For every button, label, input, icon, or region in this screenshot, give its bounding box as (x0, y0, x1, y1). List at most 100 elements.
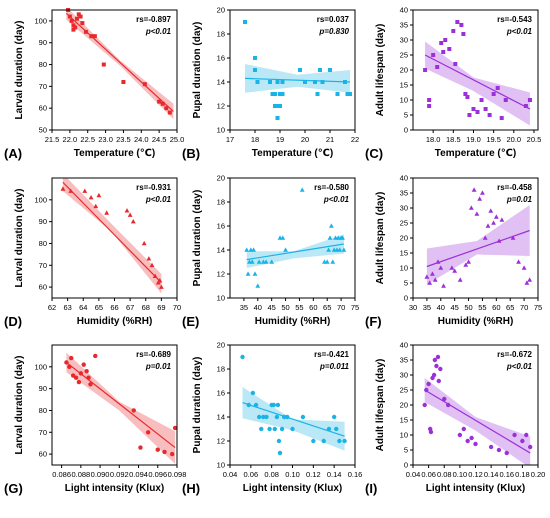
x-tick-label: 65 (323, 303, 331, 312)
panel-label: (C) (365, 146, 383, 161)
data-point (471, 107, 476, 111)
data-point (152, 273, 158, 278)
x-tick-label: 60 (309, 303, 317, 312)
data-point (71, 23, 76, 28)
x-tick-label: 0.090 (91, 470, 110, 479)
y-tick-label: 10 (217, 294, 225, 303)
data-point (299, 187, 305, 192)
data-point (138, 445, 143, 450)
regression-line (424, 389, 531, 454)
data-point (493, 214, 499, 219)
data-point (251, 247, 257, 252)
data-point (275, 80, 280, 84)
data-point (69, 355, 74, 361)
data-point (146, 256, 152, 261)
y-tick-label: 20 (217, 341, 225, 350)
data-point (438, 366, 443, 372)
data-point (81, 362, 86, 367)
data-point (524, 280, 530, 285)
panel-label: (A) (4, 146, 22, 161)
data-point (328, 223, 334, 228)
data-point (495, 86, 500, 90)
data-point (75, 16, 79, 21)
data-point (155, 447, 160, 452)
stat-p: p=0.01 (145, 362, 172, 371)
x-tick-label: 20.0 (507, 135, 522, 144)
stat-p: p<0.01 (323, 195, 350, 204)
y-tick-label: 5 (404, 279, 408, 288)
x-tick-label: 50 (281, 303, 289, 312)
data-point (318, 68, 322, 72)
x-tick-label: 45 (450, 303, 458, 312)
data-point (267, 426, 272, 432)
stat-r: rs=-0.897 (136, 15, 171, 24)
stat-r: rs=-0.421 (314, 350, 349, 359)
regression-line (62, 181, 162, 284)
x-tick-label: 0.16 (499, 470, 514, 479)
data-point (441, 283, 446, 288)
x-tick-label: 45 (267, 303, 275, 312)
stat-p: p<0.01 (506, 362, 533, 371)
data-point (160, 101, 165, 106)
x-tick-label: 75 (351, 303, 359, 312)
data-point (281, 414, 287, 420)
data-point (252, 271, 258, 276)
x-tick-label: 35 (423, 303, 431, 312)
data-point (479, 98, 484, 102)
stat-p: p=0.830 (318, 27, 349, 36)
x-tick-label: 70 (520, 303, 528, 312)
y-tick-label: 60 (39, 104, 47, 113)
y-tick-label: 10 (400, 264, 408, 273)
y-tick-label: 14 (217, 246, 225, 255)
data-point (164, 106, 169, 111)
data-point (141, 240, 147, 246)
data-point (157, 99, 162, 104)
data-point (326, 247, 332, 252)
data-point (465, 438, 470, 444)
y-tick-label: 0 (404, 294, 408, 303)
data-point (92, 34, 97, 39)
x-tick-label: 0.14 (327, 470, 342, 479)
data-point (331, 414, 337, 420)
y-axis-label: Pupal duration (day) (192, 357, 203, 454)
data-point (303, 80, 307, 84)
y-tick-label: 25 (400, 386, 408, 395)
x-tick-label: 0.16 (348, 470, 363, 479)
y-tick-label: 100 (34, 362, 47, 371)
data-point (443, 38, 448, 42)
y-tick-label: 60 (39, 450, 47, 459)
x-axis-label: Light intensity (Klux) (426, 483, 525, 494)
data-point (300, 414, 306, 420)
x-tick-label: 65 (95, 303, 103, 312)
y-axis-label: Larval duration (day) (14, 189, 25, 288)
stat-p: p<0.01 (506, 27, 533, 36)
data-point (512, 432, 517, 438)
data-point (243, 20, 247, 24)
y-tick-label: 20 (400, 234, 408, 243)
x-tick-label: 0.086 (52, 470, 71, 479)
data-point (78, 371, 84, 376)
panel-label: (D) (4, 314, 22, 329)
x-axis-label: Temperature (℃) (74, 148, 155, 159)
panel-label: (G) (4, 481, 23, 496)
x-tick-label: 0.08 (437, 470, 452, 479)
y-tick-label: 10 (217, 461, 225, 470)
x-tick-label: 18 (251, 135, 259, 144)
data-point (432, 357, 438, 363)
data-point (445, 402, 451, 408)
data-point (278, 104, 282, 108)
y-tick-label: 70 (39, 82, 47, 91)
data-point (255, 283, 261, 288)
stat-p: p<0.01 (145, 195, 172, 204)
x-tick-label: 0.20 (531, 470, 546, 479)
data-point (504, 450, 509, 456)
data-point (158, 284, 164, 289)
data-point (80, 21, 85, 26)
data-point (280, 80, 285, 84)
x-tick-label: 55 (295, 303, 303, 312)
data-point (298, 68, 302, 72)
data-point (245, 271, 251, 276)
data-point (439, 41, 444, 45)
data-point (280, 92, 285, 96)
data-point (487, 113, 492, 117)
